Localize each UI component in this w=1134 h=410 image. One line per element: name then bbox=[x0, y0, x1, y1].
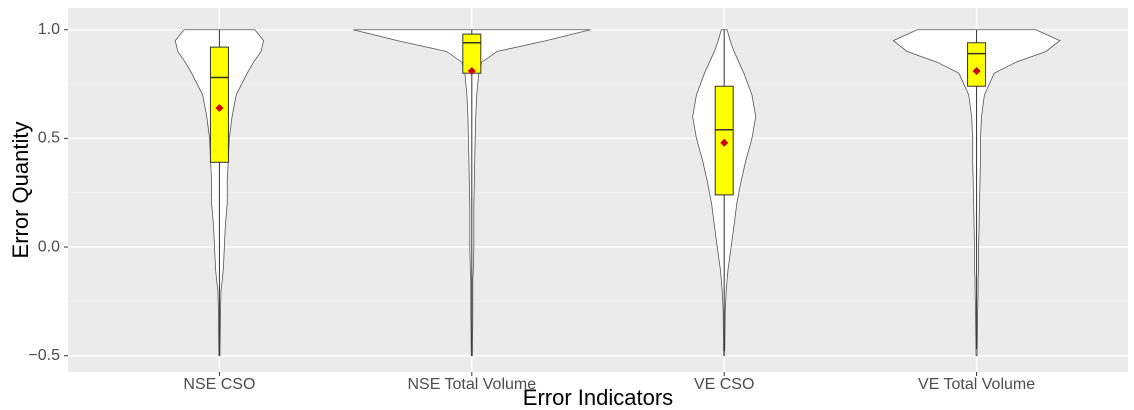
y-tick-label: 0.5 bbox=[38, 130, 60, 147]
mean-marker bbox=[972, 67, 981, 76]
x-tick-label: VE Total Volume bbox=[918, 376, 1035, 393]
y-tick-label: 0.0 bbox=[38, 238, 60, 255]
y-tick-label: 1.0 bbox=[38, 21, 60, 38]
mean-marker bbox=[467, 67, 476, 76]
x-tick-label: NSE Total Volume bbox=[407, 376, 536, 393]
x-tick-label: VE CSO bbox=[694, 376, 754, 393]
y-axis-title: Error Quantity bbox=[8, 122, 33, 259]
mean-marker bbox=[215, 103, 224, 112]
mean-marker bbox=[720, 138, 729, 147]
x-tick-label: NSE CSO bbox=[183, 376, 255, 393]
box bbox=[967, 42, 987, 87]
x-axis-title: Error Indicators bbox=[523, 385, 673, 410]
y-tick-label: −0.5 bbox=[28, 347, 60, 364]
